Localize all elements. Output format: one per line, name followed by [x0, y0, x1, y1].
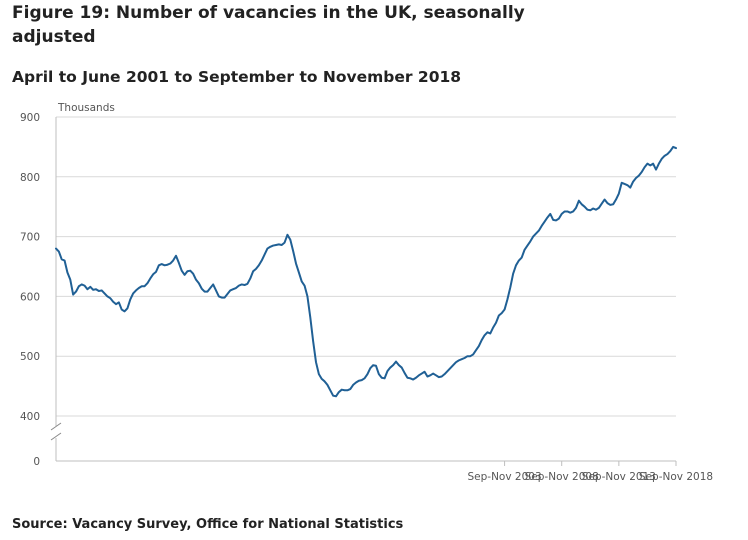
chart-source: Source: Vacancy Survey, Office for Natio…	[12, 517, 404, 532]
x-tick-label-1: Sep-Nov 2008	[525, 471, 599, 483]
y-tick-label-700: 700	[20, 232, 40, 244]
chart-subtitle: April to June 2001 to September to Novem…	[12, 68, 462, 86]
gridlines	[56, 116, 676, 462]
y-axis-break-mark	[50, 422, 62, 441]
x-tick-label-2: Sep-Nov 2013	[582, 471, 656, 483]
y-tick-label-baseline: 0	[33, 456, 40, 468]
series-line-vacancies	[55, 145, 677, 398]
y-axis-unit-label: Thousands	[57, 102, 115, 114]
chart-title: Figure 19: Number of vacancies in the UK…	[12, 3, 525, 47]
series-points	[56, 147, 676, 396]
y-tick-label-800: 800	[20, 172, 40, 184]
x-tick-label-3: Sep-Nov 2018	[639, 471, 713, 483]
y-axis-break-stroke-upper	[50, 422, 62, 431]
x-tick-label-0: Sep-Nov 2003	[468, 471, 542, 483]
series-layer	[55, 145, 677, 398]
y-tick-label-500: 500	[20, 351, 40, 363]
y-tick-label-600: 600	[20, 291, 40, 303]
y-axis-break-stroke-lower	[50, 432, 62, 441]
y-tick-label-400: 400	[20, 411, 40, 423]
y-tick-label-900: 900	[20, 112, 40, 124]
